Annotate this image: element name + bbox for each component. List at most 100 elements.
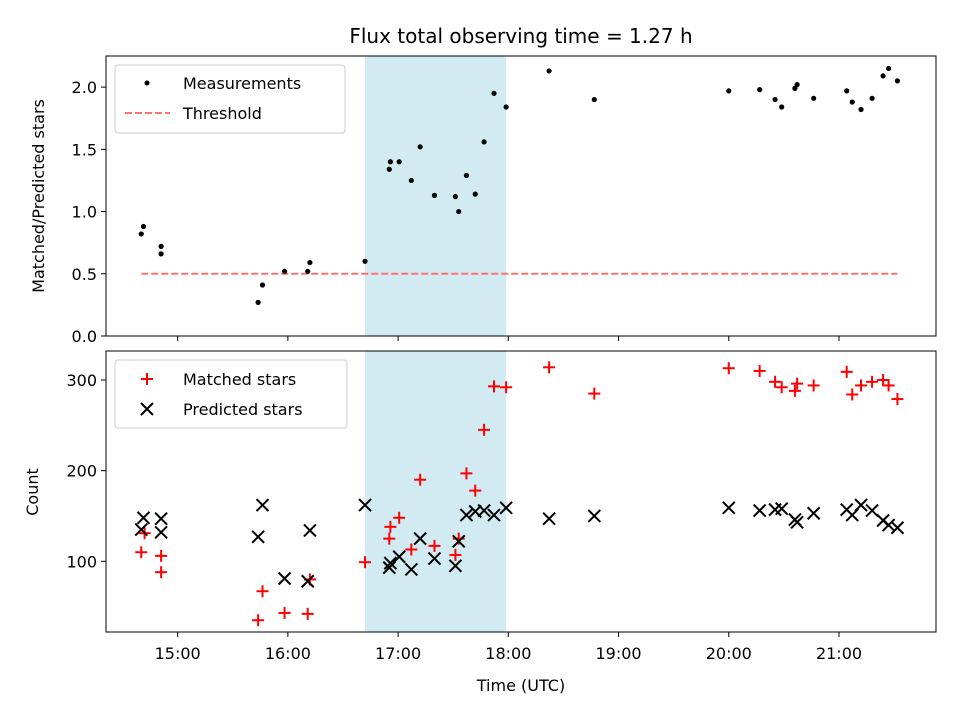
top-panel: 0.00.51.01.52.0 Matched/Predicted stars … xyxy=(29,55,937,346)
predicted-star-point xyxy=(301,574,315,588)
predicted-star-point xyxy=(277,571,292,586)
bottom-panel: 100 200 300 15:00 16:00 17:00 18:00 19:00 20:00… xyxy=(23,350,937,695)
predicted-star-point xyxy=(358,498,372,512)
measurement-point xyxy=(386,166,392,172)
predicted-star-point xyxy=(865,503,879,518)
measurement-point xyxy=(138,231,144,237)
predicted-star-point xyxy=(134,522,148,537)
matched-star-point xyxy=(753,364,766,377)
measurement-point xyxy=(591,96,597,103)
predicted-star-point xyxy=(448,559,463,573)
predicted-star-point xyxy=(806,506,821,520)
matched-star-point xyxy=(252,614,265,627)
bottom-y-tick-label: 300 xyxy=(66,371,97,390)
top-x-ticks xyxy=(177,336,840,341)
measurement-point xyxy=(431,192,438,198)
measurement-point xyxy=(869,95,875,101)
predicted-star-point xyxy=(752,503,767,518)
measurement-point xyxy=(849,99,855,105)
predicted-star-point xyxy=(890,521,905,535)
measurement-point xyxy=(307,259,313,266)
predicted-star-point xyxy=(392,550,406,564)
matched-star-point xyxy=(543,361,556,374)
matched-star-point xyxy=(384,520,397,533)
predicted-star-point xyxy=(499,501,513,515)
measurement-point xyxy=(417,144,423,150)
legend-matched-marker xyxy=(141,373,153,385)
predicted-star-point xyxy=(404,562,419,577)
predicted-star-point xyxy=(774,502,789,516)
matched-star-point xyxy=(866,375,879,388)
matched-star-point xyxy=(775,381,788,394)
predicted-star-point xyxy=(881,518,896,532)
measurement-point xyxy=(281,268,288,274)
matched-star-point xyxy=(877,374,890,387)
top-y-tick-label: 0.0 xyxy=(72,327,97,346)
matched-star-point xyxy=(891,393,904,406)
matched-star-point xyxy=(788,384,801,397)
measurement-point xyxy=(158,243,164,249)
bottom-x-tick-label: 19:00 xyxy=(595,644,641,663)
measurement-point xyxy=(463,172,470,179)
top-y-axis-label: Matched/Predicted stars xyxy=(29,99,48,293)
measurement-point xyxy=(305,268,311,274)
chart-title: Flux total observing time = 1.27 h xyxy=(349,24,692,48)
measurement-point xyxy=(456,208,462,215)
bottom-x-tick-label: 15:00 xyxy=(155,644,201,663)
bottom-x-tick-label: 17:00 xyxy=(375,644,421,663)
matched-star-point xyxy=(791,377,804,390)
measurement-point xyxy=(491,90,497,96)
matched-star-point xyxy=(278,606,291,619)
matched-star-point xyxy=(840,365,853,378)
predicted-star-point xyxy=(303,523,317,538)
matched-star-point xyxy=(135,546,148,559)
measurement-point xyxy=(158,251,164,257)
measurement-point xyxy=(772,96,778,103)
bottom-highlight-span xyxy=(365,351,507,632)
top-legend-frame xyxy=(114,64,346,134)
matched-star-point xyxy=(588,387,601,400)
measurement-point xyxy=(503,104,509,110)
top-y-tick-label: 0.5 xyxy=(72,265,97,284)
bottom-y-tick-label: 200 xyxy=(66,462,97,481)
measurement-points xyxy=(138,65,901,305)
predicted-star-point xyxy=(487,508,501,522)
legend-measurements-label: Measurements xyxy=(183,74,301,93)
predicted-star-point xyxy=(383,556,398,570)
top-y-tick-label: 2.0 xyxy=(72,78,97,97)
matched-star-point xyxy=(414,473,427,486)
top-y-tick-label: 1.0 xyxy=(72,203,97,222)
predicted-star-point xyxy=(154,525,168,539)
predicted-star-point xyxy=(154,511,168,526)
matched-star-point xyxy=(807,379,820,392)
matched-star-point xyxy=(846,388,859,401)
matched-star-point xyxy=(460,467,473,480)
matched-star-point xyxy=(155,549,168,562)
matched-star-point xyxy=(478,423,491,436)
matched-star-point xyxy=(769,375,782,388)
predicted-star-point xyxy=(255,498,270,512)
measurement-point xyxy=(255,299,261,305)
measurement-point xyxy=(880,73,886,79)
predicted-star-point xyxy=(136,511,151,525)
matched-star-point xyxy=(359,556,372,569)
top-y-ticks: 0.0 0.5 1.0 1.5 2.0 xyxy=(72,78,106,346)
predicted-star-point xyxy=(251,530,265,544)
measurement-point xyxy=(886,65,892,72)
predicted-star-point xyxy=(452,534,466,549)
predicted-star-point xyxy=(790,515,804,530)
matched-star-point xyxy=(393,511,406,524)
matched-star-point xyxy=(855,379,868,392)
top-legend: Measurements Threshold xyxy=(114,64,346,134)
top-axes-frame xyxy=(105,55,937,337)
measurement-point xyxy=(757,87,763,93)
predicted-star-point xyxy=(542,511,556,526)
matched-star-point xyxy=(487,380,500,393)
bottom-y-axis-label: Count xyxy=(23,468,42,516)
legend-matched-label: Matched stars xyxy=(183,370,296,389)
matched-star-point xyxy=(882,379,895,392)
measurement-point xyxy=(452,194,459,200)
matched-star-point xyxy=(301,607,314,620)
measurement-point xyxy=(779,104,785,110)
